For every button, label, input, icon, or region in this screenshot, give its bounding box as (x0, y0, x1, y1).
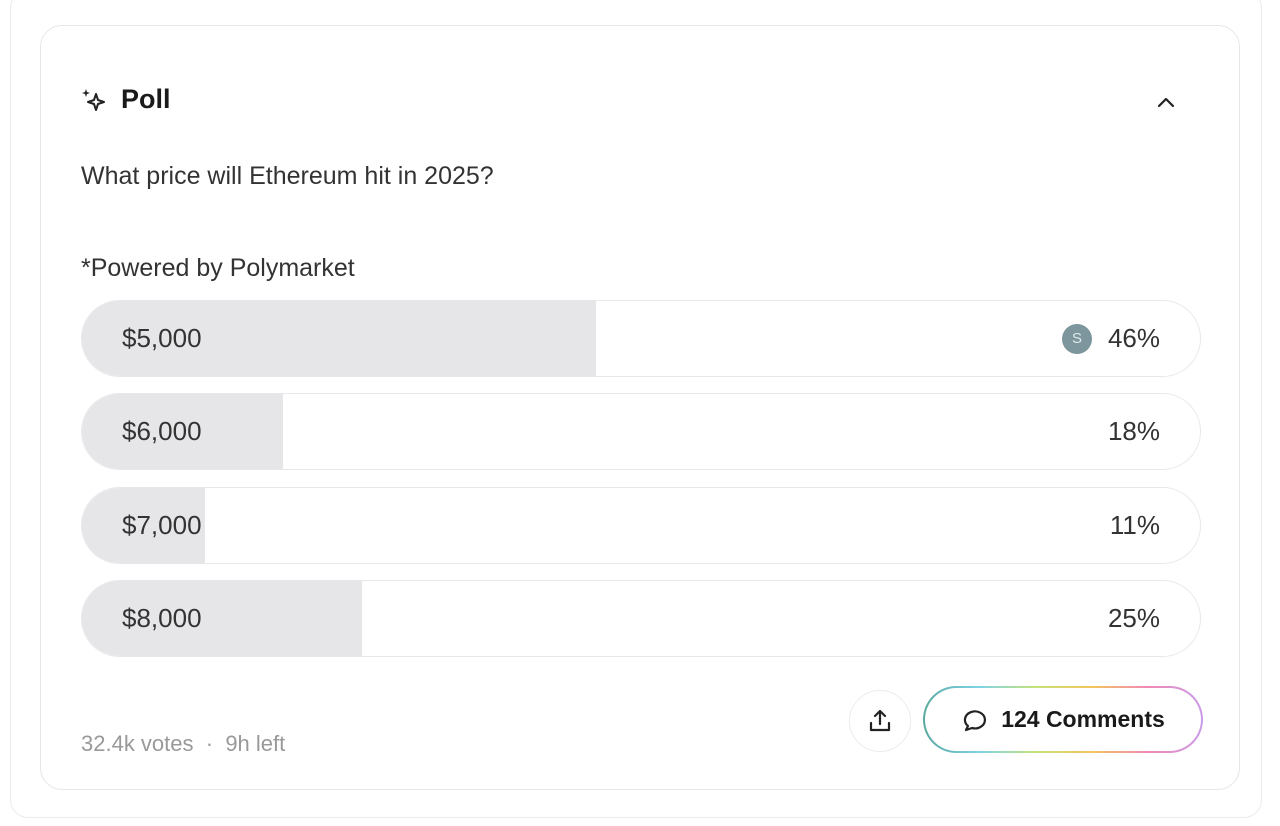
comments-button[interactable]: 124 Comments (923, 686, 1203, 753)
poll-title: Poll (121, 84, 171, 114)
poll-question: What price will Ethereum hit in 2025? (81, 162, 494, 190)
option-label: $8,000 (122, 603, 202, 633)
option-fill (82, 301, 597, 376)
page-frame (10, 0, 1262, 818)
vote-count: 32.4k votes (81, 731, 194, 756)
comment-icon (964, 709, 987, 731)
option-fill (82, 394, 284, 469)
poll-option[interactable]: $8,000 25% (81, 580, 1201, 657)
powered-by: *Powered by Polymarket (81, 254, 355, 282)
option-percent: 18% (1107, 416, 1160, 446)
option-fill (82, 581, 362, 656)
sparkle-icon (82, 88, 105, 111)
chevron-up-icon[interactable] (1151, 88, 1181, 118)
option-percent: 11% (1109, 510, 1160, 540)
option-label: $5,000 (122, 323, 202, 353)
option-fill (82, 488, 205, 563)
share-icon (869, 709, 891, 732)
time-left: 9h left (225, 731, 286, 756)
poll-option[interactable]: $7,000 11% (81, 487, 1201, 564)
avatar: S (1061, 323, 1092, 354)
poll-meta: 32.4k votes · 9h left (81, 731, 285, 757)
poll-card: Poll What price will Ethereum hit in 202… (40, 25, 1240, 790)
option-percent: 25% (1107, 603, 1160, 633)
separator: · (205, 731, 214, 756)
option-percent: 46% (1107, 323, 1160, 353)
poll-option[interactable]: $6,000 18% (81, 393, 1201, 470)
comments-label: 124 Comments (1001, 706, 1165, 732)
option-label: $6,000 (122, 416, 202, 446)
poll-header: Poll (81, 84, 171, 115)
option-label: $7,000 (122, 510, 202, 540)
share-button[interactable] (849, 690, 911, 752)
poll-option[interactable]: $5,000 S 46% (81, 300, 1201, 377)
